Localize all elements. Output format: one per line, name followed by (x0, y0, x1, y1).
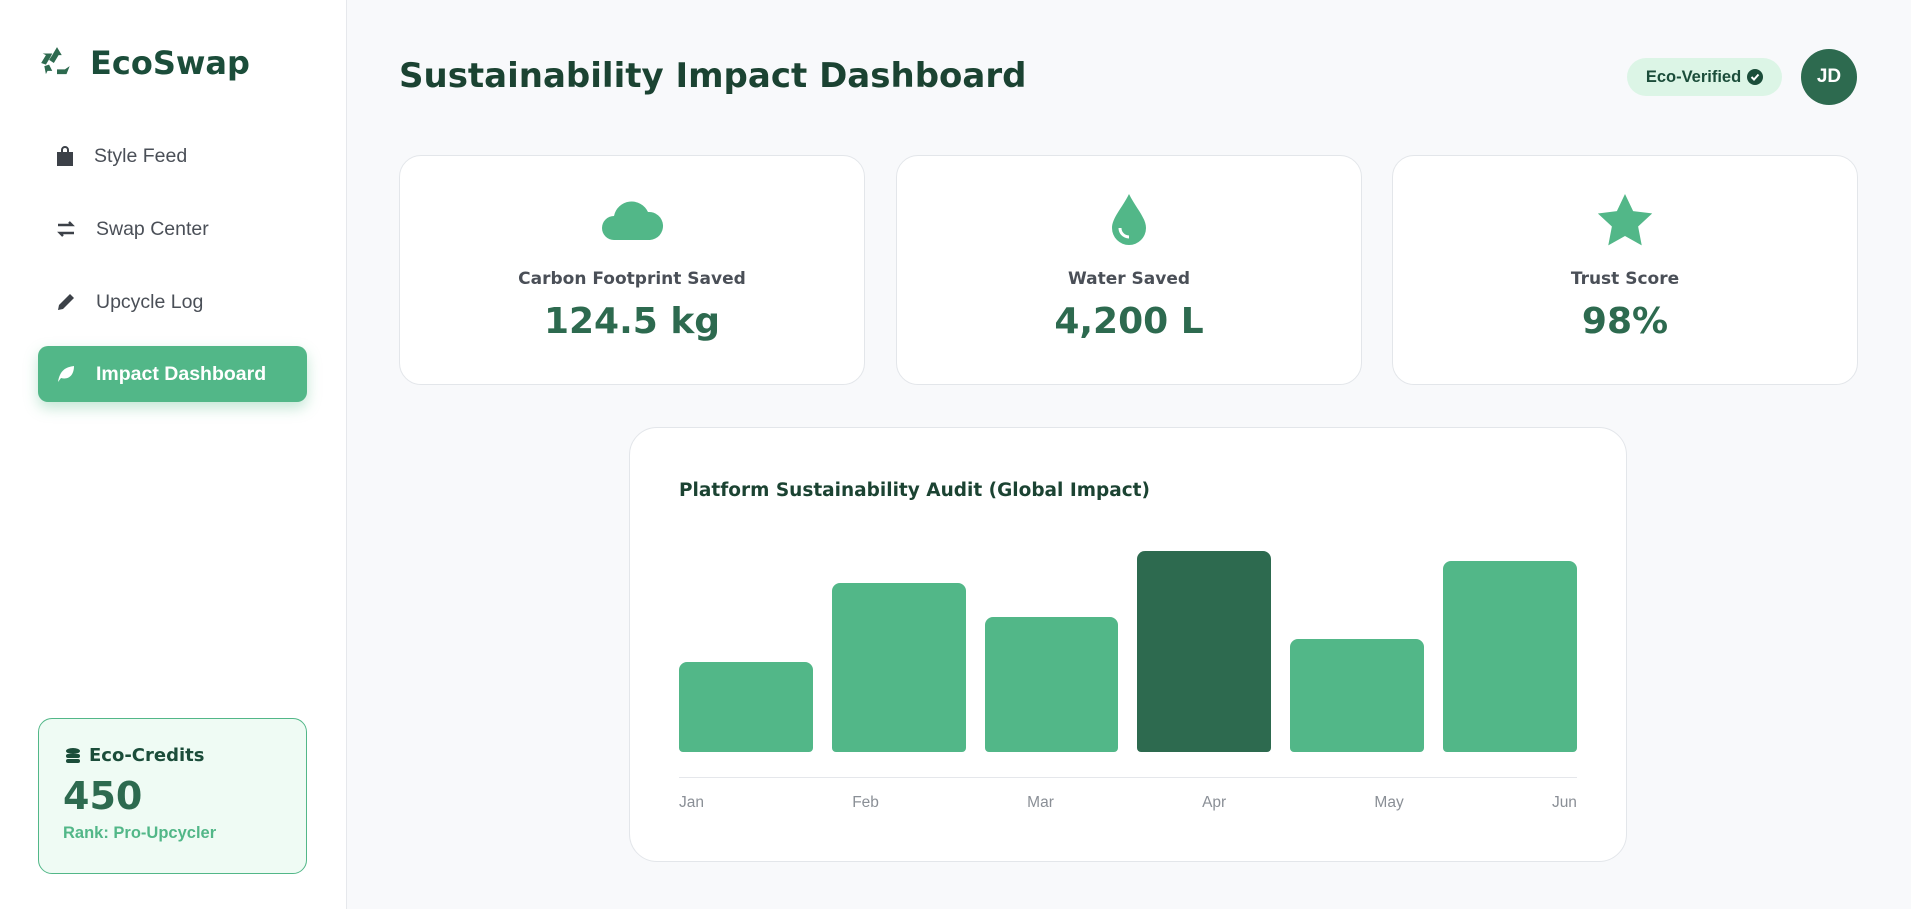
pencil-icon (58, 294, 74, 310)
leaf-icon (58, 366, 74, 382)
bar (831, 583, 966, 752)
x-tick-label: Apr (1202, 794, 1227, 811)
stat-value: 4,200 L (1054, 301, 1204, 342)
credits-value: 450 (63, 774, 143, 818)
nav-label: Impact Dashboard (96, 362, 267, 385)
brand[interactable]: EcoSwap (38, 44, 250, 82)
x-tick-label: Jun (1551, 794, 1577, 811)
credits-title: Eco-Credits (89, 745, 205, 766)
credits-rank: Rank: Pro-Upcycler (63, 824, 217, 842)
x-axis-labels: Jan Feb Mar Apr May Jun (679, 794, 1577, 812)
nav-item[interactable]: Upcycle Log (38, 274, 307, 330)
bar (1290, 639, 1425, 752)
bag-icon (57, 146, 73, 166)
stat-label: Water Saved (1067, 269, 1191, 289)
cloud-icon (602, 201, 664, 240)
bar (1137, 551, 1272, 752)
x-tick-label: Mar (1027, 794, 1054, 811)
x-axis-line (679, 777, 1577, 778)
page-title: Sustainability Impact Dashboard (399, 56, 1027, 96)
star-icon (1597, 194, 1653, 246)
stat-value: 124.5 kg (543, 301, 721, 342)
nav-item[interactable]: Swap Center (38, 201, 307, 257)
verified-badge: Eco-Verified (1627, 58, 1782, 96)
brand-name: EcoSwap (90, 44, 250, 82)
chart-title: Platform Sustainability Audit (Global Im… (679, 480, 1150, 501)
recycle-icon (41, 47, 70, 75)
nav-label: Style Feed (94, 144, 188, 167)
stat-label: Carbon Footprint Saved (518, 269, 746, 289)
nav-item[interactable]: Style Feed (38, 128, 307, 184)
stat-value: 98% (1581, 301, 1669, 342)
sidebar: EcoSwap Style Feed Swap Center Upcycle L… (0, 0, 347, 909)
stat-card: Carbon Footprint Saved 124.5 kg (399, 155, 865, 385)
check-icon (1747, 69, 1764, 85)
bar (679, 661, 813, 752)
badge-label: Eco-Verified (1645, 67, 1742, 86)
nav-label: Swap Center (96, 217, 209, 240)
x-tick-label: May (1374, 794, 1404, 811)
x-tick-label: Jan (679, 794, 704, 811)
drop-icon (1112, 194, 1146, 245)
stat-label: Trust Score (1570, 269, 1680, 289)
nav-item-active[interactable]: Impact Dashboard (38, 346, 307, 402)
swap-icon (57, 221, 75, 237)
credits-box: Eco-Credits 450 Rank: Pro-Upcycler (38, 718, 307, 874)
coins-icon (66, 747, 80, 763)
bar-area (679, 540, 1577, 752)
stat-card: Water Saved 4,200 L (896, 155, 1362, 385)
avatar[interactable]: JD (1801, 49, 1857, 105)
stat-card: Trust Score 98% (1392, 155, 1858, 385)
bar (1443, 561, 1577, 752)
bar (984, 617, 1119, 752)
credits-title-row: Eco-Credits (63, 745, 282, 766)
nav-label: Upcycle Log (96, 290, 204, 313)
x-tick-label: Feb (852, 794, 879, 811)
